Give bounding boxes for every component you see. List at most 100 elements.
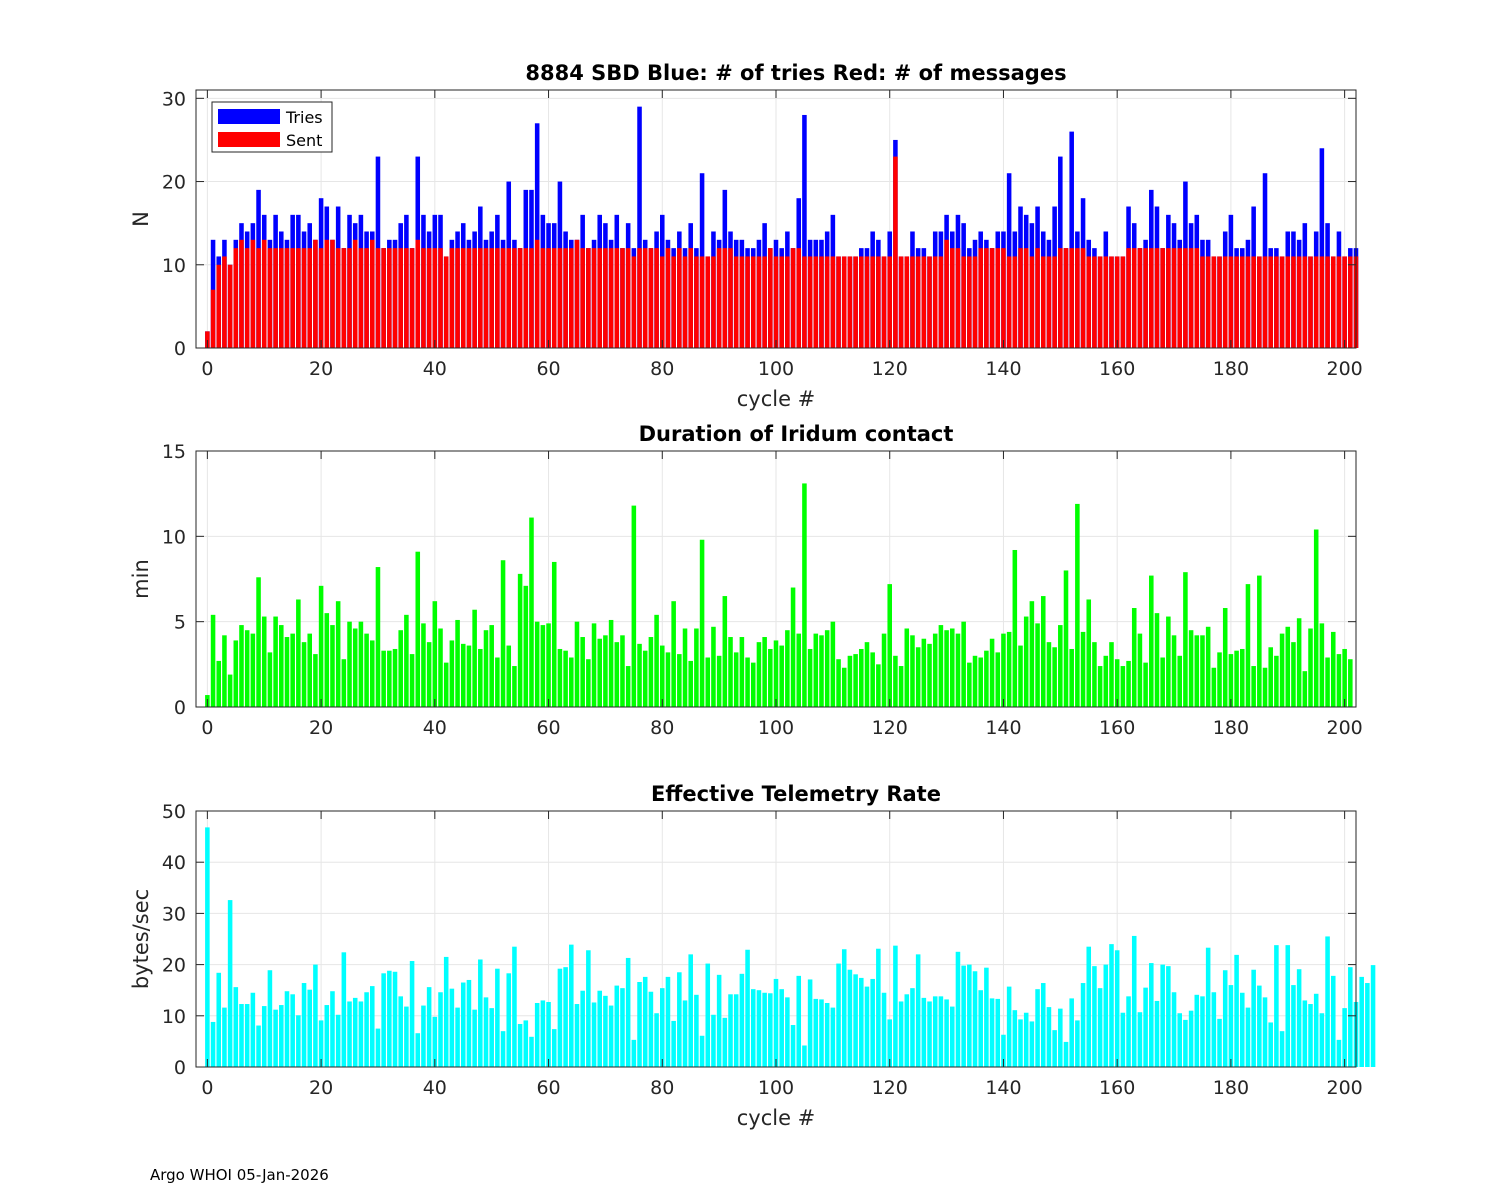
bar [824,630,830,707]
bar [608,248,614,348]
bar [807,648,813,707]
bar [699,539,705,707]
bar [1330,631,1336,707]
bar [722,1017,728,1067]
bar [654,614,659,707]
x-tick-label: 140 [985,717,1021,739]
bar [586,950,591,1067]
bar [1126,248,1131,348]
bar [472,609,477,707]
bar [296,599,301,707]
bar [1336,256,1342,348]
bar [762,992,767,1067]
bar [927,643,932,707]
bar [1188,1010,1194,1067]
bar [324,613,330,707]
bar [671,601,676,707]
bar [1143,987,1148,1067]
x-tick-label: 100 [758,1077,794,1099]
x-tick-label: 160 [1099,358,1135,380]
bar [1251,666,1256,707]
bar [1092,256,1097,348]
bar [1319,148,1325,348]
bar [790,1025,796,1067]
bar [1097,988,1103,1067]
bar [534,123,540,349]
bar [1023,1012,1029,1067]
bar [409,248,415,348]
bar [1245,256,1251,348]
bar [972,655,978,707]
bar [392,248,398,348]
bar [1063,248,1069,348]
bar [495,248,500,348]
bar [227,674,233,707]
bar [506,973,512,1067]
bar [807,979,813,1067]
bar [483,997,489,1067]
bar [1291,985,1296,1067]
bar [1348,967,1353,1067]
bar [370,239,375,348]
bar [1274,945,1279,1067]
bar [1018,1019,1023,1067]
bar [307,633,312,707]
bar [904,628,910,707]
bar [677,972,682,1067]
bar [1097,256,1103,348]
x-axis-label: cycle # [737,387,816,411]
x-tick-label: 0 [201,358,213,380]
bar [1046,1007,1052,1067]
bar [870,256,875,348]
bar [1137,248,1143,348]
bar [432,248,438,348]
bar [460,643,466,707]
bar [261,616,267,707]
bar [273,616,278,707]
bar [898,1001,904,1067]
bar [762,256,767,348]
bar [1120,256,1126,348]
bar [768,993,773,1067]
bar [813,256,819,348]
bar [637,248,642,348]
bar [921,997,927,1067]
x-tick-label: 0 [201,1077,213,1099]
bar [421,623,426,707]
bar [739,973,745,1067]
bar [239,239,244,348]
bar [506,645,512,707]
y-tick-label: 30 [162,903,186,925]
bar [756,642,762,707]
bar [330,239,335,348]
bar [563,650,568,707]
bar [642,650,648,707]
y-tick-label: 20 [162,172,186,194]
bar [352,239,358,348]
bar [1069,248,1074,348]
bar [244,248,250,348]
bar [660,256,665,348]
bar [1092,966,1097,1067]
bar [728,637,733,707]
bar [1035,248,1040,348]
x-tick-label: 180 [1213,358,1249,380]
bar [460,248,466,348]
bar [1274,655,1279,707]
x-tick-label: 120 [872,1077,908,1099]
bar [540,1000,546,1067]
bar [950,248,955,348]
bar [853,654,858,707]
x-tick-label: 0 [201,717,213,739]
bar [449,640,455,707]
bar [370,640,375,707]
bar [540,625,546,707]
bar [324,1005,330,1067]
bar [1114,659,1120,707]
bar [1001,633,1006,707]
x-tick-label: 60 [536,717,560,739]
bar [1040,983,1046,1067]
bar [1177,248,1182,348]
bar [529,517,534,707]
bar [1302,671,1308,707]
